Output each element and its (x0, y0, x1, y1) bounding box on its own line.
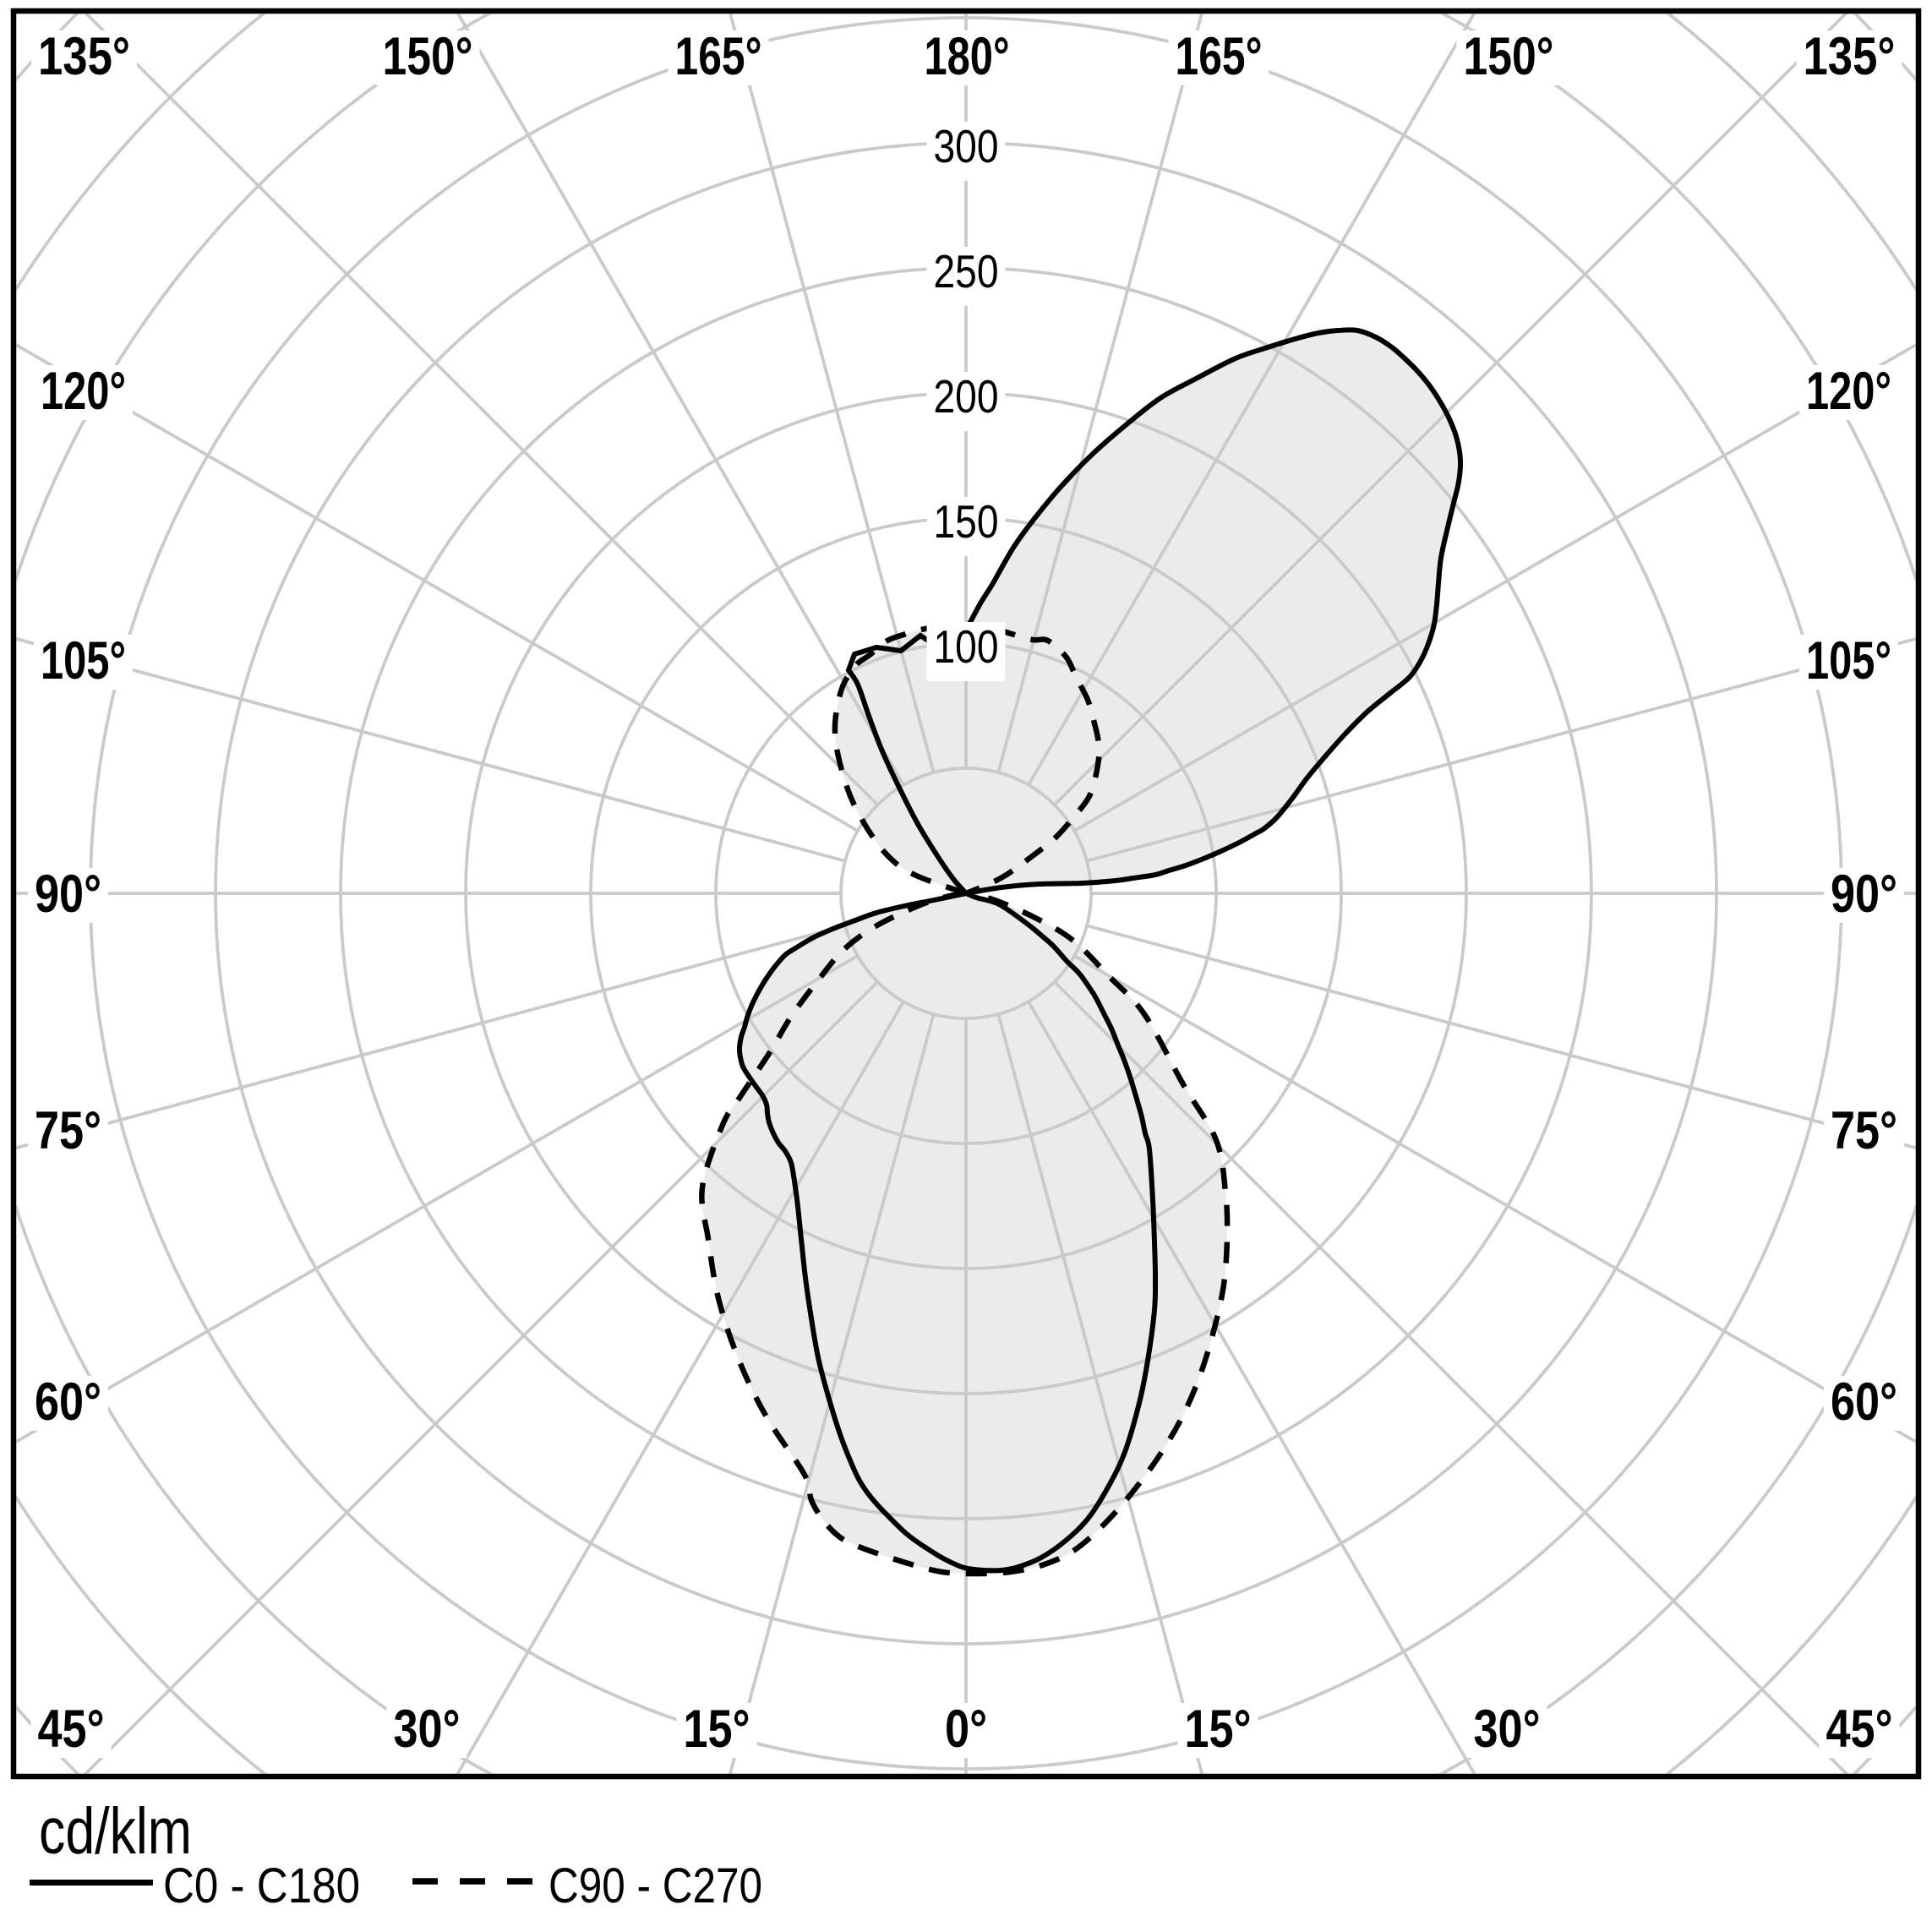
svg-text:150°: 150° (1464, 27, 1554, 86)
svg-text:105°: 105° (41, 631, 126, 690)
svg-text:150°: 150° (383, 27, 473, 86)
svg-text:60°: 60° (35, 1373, 101, 1432)
svg-text:250: 250 (934, 245, 999, 297)
svg-text:cd/klm: cd/klm (39, 1795, 192, 1868)
svg-text:105°: 105° (1806, 631, 1891, 690)
svg-text:75°: 75° (1831, 1101, 1897, 1160)
svg-text:165°: 165° (675, 27, 762, 86)
svg-text:200: 200 (934, 370, 999, 423)
svg-text:C90 - C270: C90 - C270 (548, 1858, 762, 1913)
svg-text:100: 100 (934, 620, 999, 673)
svg-text:30°: 30° (394, 1700, 461, 1759)
svg-text:45°: 45° (38, 1700, 105, 1759)
svg-text:75°: 75° (35, 1101, 101, 1160)
svg-text:120°: 120° (1806, 362, 1891, 421)
svg-text:15°: 15° (1185, 1700, 1252, 1759)
svg-text:60°: 60° (1831, 1373, 1897, 1432)
svg-text:45°: 45° (1826, 1700, 1893, 1759)
svg-text:90°: 90° (1831, 865, 1897, 924)
svg-text:135°: 135° (1804, 27, 1896, 86)
svg-text:135°: 135° (38, 27, 130, 86)
svg-text:0°: 0° (945, 1700, 987, 1759)
svg-text:165°: 165° (1176, 27, 1263, 86)
svg-text:150: 150 (934, 495, 999, 548)
svg-text:30°: 30° (1474, 1700, 1541, 1759)
svg-text:C0 - C180: C0 - C180 (163, 1858, 360, 1913)
svg-text:15°: 15° (684, 1700, 750, 1759)
svg-text:90°: 90° (35, 865, 101, 924)
svg-text:180°: 180° (925, 27, 1010, 86)
svg-text:300: 300 (934, 120, 999, 172)
svg-text:120°: 120° (41, 362, 126, 421)
